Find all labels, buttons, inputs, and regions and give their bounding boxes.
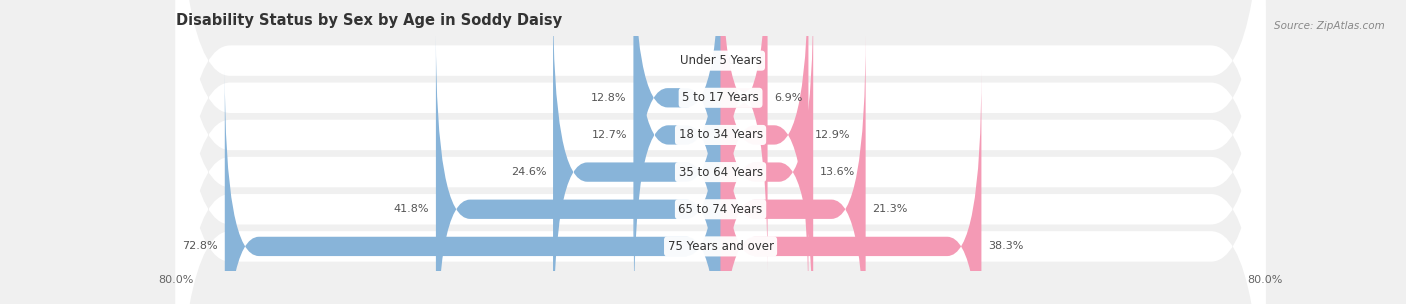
Text: 21.3%: 21.3% (873, 204, 908, 214)
FancyBboxPatch shape (721, 70, 981, 304)
Text: 13.6%: 13.6% (820, 167, 855, 177)
Text: Source: ZipAtlas.com: Source: ZipAtlas.com (1274, 21, 1385, 31)
FancyBboxPatch shape (633, 0, 721, 274)
FancyBboxPatch shape (176, 0, 1265, 304)
FancyBboxPatch shape (225, 70, 721, 304)
FancyBboxPatch shape (721, 0, 813, 304)
FancyBboxPatch shape (721, 0, 768, 274)
FancyBboxPatch shape (176, 0, 1265, 304)
Text: 12.8%: 12.8% (591, 93, 627, 103)
Text: 5 to 17 Years: 5 to 17 Years (682, 91, 759, 104)
Text: Under 5 Years: Under 5 Years (679, 54, 762, 67)
FancyBboxPatch shape (176, 0, 1265, 304)
FancyBboxPatch shape (553, 0, 721, 304)
Text: 41.8%: 41.8% (394, 204, 429, 214)
Text: 35 to 64 Years: 35 to 64 Years (679, 166, 762, 178)
Text: 72.8%: 72.8% (183, 241, 218, 251)
FancyBboxPatch shape (721, 33, 866, 304)
Text: 24.6%: 24.6% (510, 167, 546, 177)
Text: 0.0%: 0.0% (727, 56, 755, 66)
Text: 6.9%: 6.9% (775, 93, 803, 103)
FancyBboxPatch shape (176, 0, 1265, 304)
FancyBboxPatch shape (176, 0, 1265, 304)
Text: 12.7%: 12.7% (592, 130, 627, 140)
Text: 0.0%: 0.0% (686, 56, 714, 66)
FancyBboxPatch shape (176, 0, 1265, 304)
Text: 18 to 34 Years: 18 to 34 Years (679, 129, 762, 141)
FancyBboxPatch shape (436, 33, 721, 304)
Text: 38.3%: 38.3% (988, 241, 1024, 251)
FancyBboxPatch shape (634, 0, 721, 304)
Text: 75 Years and over: 75 Years and over (668, 240, 773, 253)
Text: 12.9%: 12.9% (815, 130, 851, 140)
FancyBboxPatch shape (721, 0, 808, 304)
Text: 65 to 74 Years: 65 to 74 Years (679, 203, 762, 216)
Text: Disability Status by Sex by Age in Soddy Daisy: Disability Status by Sex by Age in Soddy… (176, 13, 562, 28)
